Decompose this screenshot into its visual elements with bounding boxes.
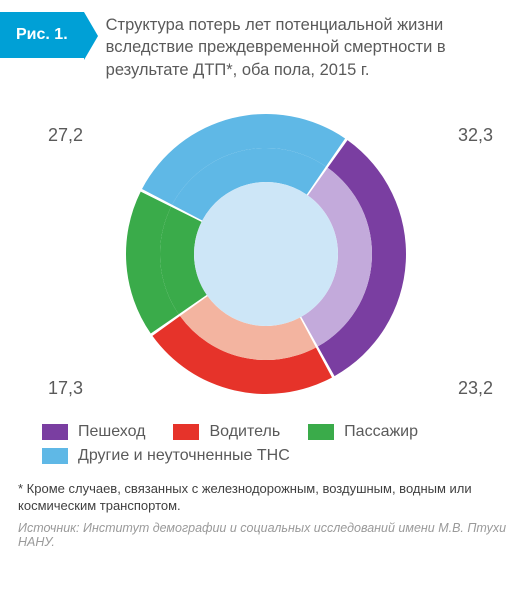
figure-label: Рис. 1. [16, 26, 68, 43]
slice-label-driver: 23,2 [458, 378, 493, 399]
slice-label-passenger: 17,3 [48, 378, 83, 399]
legend-item-passenger: Пассажир [308, 423, 418, 441]
legend: Пешеход Водитель Пассажир Другие и неуточне… [0, 419, 531, 477]
legend-row: Другие и неуточненные ТНС [42, 447, 489, 465]
legend-label: Водитель [209, 423, 280, 441]
header: Рис. 1. Структура потерь лет потенциальн… [0, 0, 531, 89]
legend-swatch-passenger [308, 424, 334, 440]
legend-item-other: Другие и неуточненные ТНС [42, 447, 290, 465]
legend-item-driver: Водитель [173, 423, 280, 441]
legend-label: Пассажир [344, 423, 418, 441]
chart-title: Структура потерь лет потенциальной жизни… [98, 12, 513, 81]
legend-swatch-driver [173, 424, 199, 440]
slice-label-pedestrian: 32,3 [458, 125, 493, 146]
legend-row: Пешеход Водитель Пассажир [42, 423, 489, 441]
legend-swatch-other [42, 448, 68, 464]
figure-badge: Рис. 1. [0, 12, 84, 58]
legend-item-pedestrian: Пешеход [42, 423, 145, 441]
legend-swatch-pedestrian [42, 424, 68, 440]
source: Источник: Институт демографии и социальн… [0, 517, 531, 549]
footnote: * Кроме случаев, связанных с железнодоро… [0, 477, 531, 517]
legend-label: Пешеход [78, 423, 145, 441]
pie-svg [116, 104, 416, 404]
pie-chart: 32,3 23,2 17,3 27,2 [0, 89, 531, 419]
slice-label-other: 27,2 [48, 125, 83, 146]
legend-label: Другие и неуточненные ТНС [78, 447, 290, 465]
